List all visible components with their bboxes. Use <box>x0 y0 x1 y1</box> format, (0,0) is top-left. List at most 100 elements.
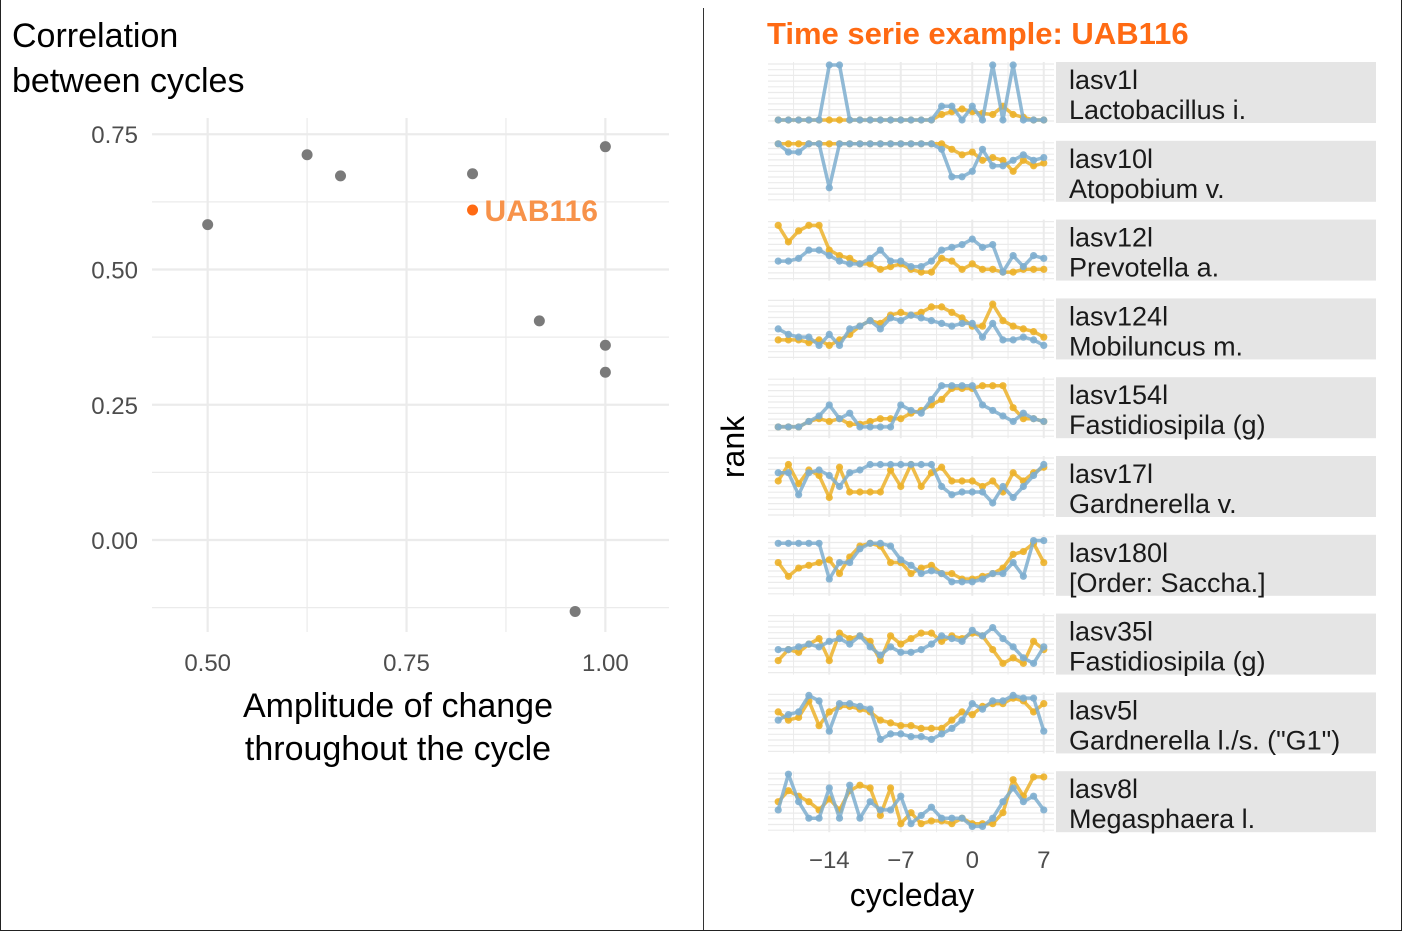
facet-series-point <box>805 333 813 341</box>
facet-series-point <box>856 545 864 553</box>
facet-series-point <box>1040 806 1048 814</box>
facet-series-point <box>989 300 997 308</box>
facet-series-point <box>989 569 997 578</box>
facet-series-point <box>897 140 905 148</box>
facet-series-point <box>805 561 813 569</box>
facet-series-point <box>805 640 813 648</box>
facet-series-point <box>1040 558 1048 567</box>
facet-series-point <box>897 482 905 491</box>
facet-series-point <box>917 820 925 828</box>
facet-series-point <box>876 488 884 496</box>
facet-series-point <box>886 423 895 431</box>
facet-strip-id: lasv10l <box>1069 144 1153 174</box>
facet-series-point <box>989 820 997 828</box>
timeseries-x-tick-label: 0 <box>966 847 979 874</box>
facet-series-point <box>846 700 854 708</box>
facet-series-point <box>989 382 997 390</box>
facet-series-point <box>927 140 936 148</box>
facet-series-point <box>815 722 823 730</box>
facet-series-point <box>938 102 946 110</box>
facet-series-point <box>1029 162 1038 170</box>
scatter-x-tick-label: 1.00 <box>582 650 629 677</box>
facet-series-point <box>897 640 905 648</box>
facet-series-point <box>784 770 793 778</box>
facet-series-point <box>978 488 987 496</box>
facet-series-point <box>805 116 813 124</box>
scatter-y-tick-label: 0.00 <box>91 528 138 555</box>
facet-series-point <box>846 469 854 477</box>
facet-series-point <box>815 246 823 254</box>
facet-series-point <box>999 156 1007 164</box>
facet-series-point <box>999 162 1007 170</box>
facet-series-point <box>866 798 874 806</box>
facet-series-point <box>825 246 833 254</box>
facet-series-point <box>938 145 946 153</box>
facet-series-point <box>825 116 833 124</box>
facet-series-point <box>1009 493 1017 502</box>
facet-series-point <box>795 333 803 341</box>
facet-series-point <box>1009 776 1017 784</box>
facet-series-point <box>795 564 803 572</box>
facet-series-point <box>835 558 844 567</box>
facet-series-point <box>958 488 966 496</box>
facet-series-point <box>846 260 854 268</box>
facet-strip-taxon: Gardnerella l./s. ("G1") <box>1069 725 1340 755</box>
facet-series-point <box>907 561 915 569</box>
facet-series-point <box>1009 643 1017 651</box>
facet-series-point <box>927 257 936 265</box>
facet-series-point <box>978 632 987 640</box>
timeseries-ylabel: rank <box>715 415 751 478</box>
facet-series-point <box>999 697 1007 705</box>
facet-series-point <box>907 116 915 124</box>
facet-series-point <box>815 471 823 480</box>
facet-series-point <box>1009 156 1017 164</box>
facet-series-point <box>917 569 925 578</box>
facet-series-point <box>886 719 895 727</box>
facet-series-point <box>784 330 793 338</box>
facet-series-point <box>1009 550 1017 558</box>
facet-series-point <box>866 539 874 547</box>
facet-series-point <box>948 477 956 485</box>
facet-series-point <box>1040 417 1048 426</box>
facet-series-point <box>1040 116 1048 124</box>
facet-series-point <box>846 420 854 428</box>
facet-series-point <box>825 556 833 564</box>
facet-series-point <box>815 116 823 124</box>
facet-series-point <box>866 317 874 325</box>
facet-series-point <box>999 382 1007 390</box>
facet-series-point <box>784 238 793 246</box>
facet-series-point <box>948 243 956 251</box>
facet-series-point <box>989 697 997 705</box>
facet-series-point <box>989 162 997 170</box>
facet-series-point <box>1019 333 1027 341</box>
scatter-tick-labels: 0.50 0.75 1.00 0.75 0.50 0.25 0.00 <box>91 122 628 677</box>
facet-series-point <box>897 460 905 469</box>
facet-series-point <box>856 702 864 711</box>
facet-series-point <box>1009 336 1017 344</box>
facet-series-point <box>958 116 966 124</box>
facet-series-point <box>938 110 946 119</box>
facet-series-point <box>846 254 854 262</box>
facet-series-point <box>897 116 905 124</box>
scatter-xlabel-line-1: Amplitude of change <box>243 687 553 725</box>
facet-strip <box>1056 534 1376 596</box>
facet-series-point <box>907 648 915 656</box>
facet-series-point <box>876 735 884 744</box>
facet-series-point <box>1009 691 1017 700</box>
facet-series-point <box>958 314 966 322</box>
facet-series-point <box>989 477 997 485</box>
facet-series-point <box>927 735 936 744</box>
facet-strip-id: lasv180l <box>1069 538 1168 568</box>
facet-series-point <box>1019 694 1027 702</box>
facet-strip <box>1056 219 1376 281</box>
facet-series-point <box>795 643 803 651</box>
facet-series-point <box>1040 153 1048 162</box>
facet-series-point <box>774 257 782 265</box>
facet-series-point <box>876 246 884 254</box>
facet-series-point <box>795 423 803 431</box>
facet-series-point <box>989 624 997 632</box>
facet-series-point <box>958 578 966 586</box>
facet-series-point <box>968 319 976 327</box>
